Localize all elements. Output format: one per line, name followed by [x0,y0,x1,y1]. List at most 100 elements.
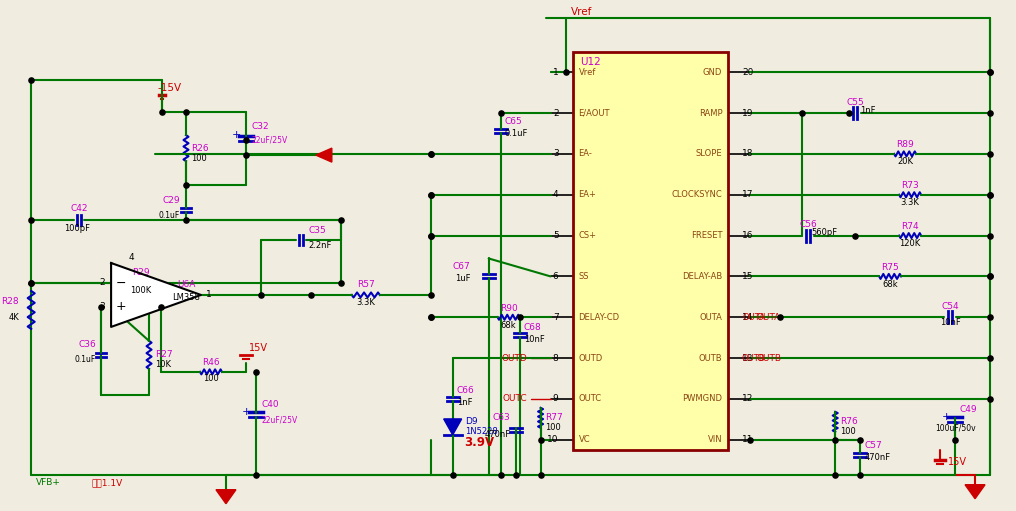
Text: OUTB: OUTB [756,354,781,363]
Text: C63: C63 [493,413,511,422]
Text: 20: 20 [743,68,754,77]
Text: 3.3K: 3.3K [357,298,375,308]
Text: 1: 1 [553,68,559,77]
Text: 14: 14 [743,313,754,322]
Text: 10nF: 10nF [940,318,960,327]
Text: +: + [242,407,252,417]
Text: 基准1.1V: 基准1.1V [91,478,122,487]
Text: 15: 15 [743,272,754,281]
Text: GND: GND [703,68,722,77]
Text: U6A: U6A [177,281,195,289]
Text: C56: C56 [800,220,817,229]
Text: EA-: EA- [578,149,592,158]
Text: 1N5228: 1N5228 [464,427,498,436]
Text: 68k: 68k [501,321,516,330]
Text: R89: R89 [896,141,914,149]
Text: 15V: 15V [948,457,967,467]
Text: R57: R57 [357,281,375,289]
Polygon shape [965,485,986,499]
Text: 6: 6 [553,272,559,281]
Text: R74: R74 [901,222,918,231]
Text: C67: C67 [453,262,470,271]
Text: VFB+: VFB+ [37,478,61,487]
Text: +: + [116,300,126,313]
Text: 5: 5 [553,231,559,240]
Text: CLOCKSYNC: CLOCKSYNC [672,190,722,199]
Text: 4: 4 [553,190,559,199]
Text: 4K: 4K [8,313,19,322]
Text: 10K: 10K [155,360,171,369]
Text: C55: C55 [846,98,864,107]
Text: EA+: EA+ [578,190,596,199]
Text: PWMGND: PWMGND [683,394,722,404]
Text: 1uF: 1uF [455,274,470,283]
Text: 2: 2 [100,278,105,288]
Text: +: + [942,412,951,422]
Text: Vref: Vref [578,68,596,77]
Text: 10nF: 10nF [523,335,545,344]
Text: 0.1uF: 0.1uF [158,211,180,220]
Text: 9: 9 [553,394,559,404]
Text: 19: 19 [743,108,754,118]
Text: OUTA: OUTA [743,313,765,322]
Text: C40: C40 [262,400,279,409]
Text: FRESET: FRESET [691,231,722,240]
Text: R75: R75 [881,263,899,272]
Text: 17: 17 [743,190,754,199]
Text: 18: 18 [743,149,754,158]
Text: CS+: CS+ [578,231,596,240]
Text: 11: 11 [743,435,754,444]
Text: R46: R46 [202,358,219,367]
Text: SLOPE: SLOPE [696,149,722,158]
Text: 100: 100 [840,427,855,436]
Text: 4: 4 [128,253,134,263]
Text: RAMP: RAMP [699,108,722,118]
Text: 1: 1 [206,290,211,299]
Text: R77: R77 [546,413,563,422]
Text: C57: C57 [865,442,882,450]
Text: VC: VC [578,435,590,444]
Text: 100: 100 [203,375,218,383]
Text: R27: R27 [155,351,173,359]
Text: 68k: 68k [882,280,898,289]
Text: 3.9V: 3.9V [464,436,495,449]
Text: 16: 16 [743,231,754,240]
Bar [573,52,728,450]
Text: R28: R28 [2,297,19,307]
Polygon shape [444,419,461,435]
Text: R26: R26 [191,144,208,153]
Polygon shape [216,490,236,504]
Text: 10: 10 [547,435,559,444]
Text: OUTC: OUTC [503,394,527,404]
Text: OUTB: OUTB [699,354,722,363]
Text: 100: 100 [191,154,206,162]
Text: 1nF: 1nF [456,399,472,407]
Text: 1nF: 1nF [861,106,876,114]
Text: 2.2nF: 2.2nF [309,241,332,249]
Text: 100uF/50v: 100uF/50v [935,423,975,432]
Text: C66: C66 [456,386,474,396]
Text: 2: 2 [553,108,559,118]
Text: 470nF: 470nF [485,430,511,439]
Text: 22uF/25V: 22uF/25V [252,135,289,145]
Text: 0.1uF: 0.1uF [505,129,528,137]
Text: R73: R73 [901,181,919,190]
Text: 3.3K: 3.3K [901,198,919,207]
Text: 560pF: 560pF [811,228,837,237]
Text: 100: 100 [546,423,561,432]
Text: DELAY-CD: DELAY-CD [578,313,620,322]
Text: C32: C32 [252,122,269,131]
Text: C65: C65 [505,117,522,126]
Text: 8: 8 [553,354,559,363]
Text: C68: C68 [523,323,542,332]
Text: 100K: 100K [130,287,151,295]
Text: −: − [116,276,126,289]
Text: Vref: Vref [571,7,592,17]
Text: 22uF/25V: 22uF/25V [262,415,298,424]
Text: VIN: VIN [708,435,722,444]
Text: 0.1uF: 0.1uF [75,355,97,364]
Text: C49: C49 [959,405,976,414]
Text: U12: U12 [580,57,601,67]
Polygon shape [316,148,332,162]
Text: C29: C29 [163,196,180,204]
